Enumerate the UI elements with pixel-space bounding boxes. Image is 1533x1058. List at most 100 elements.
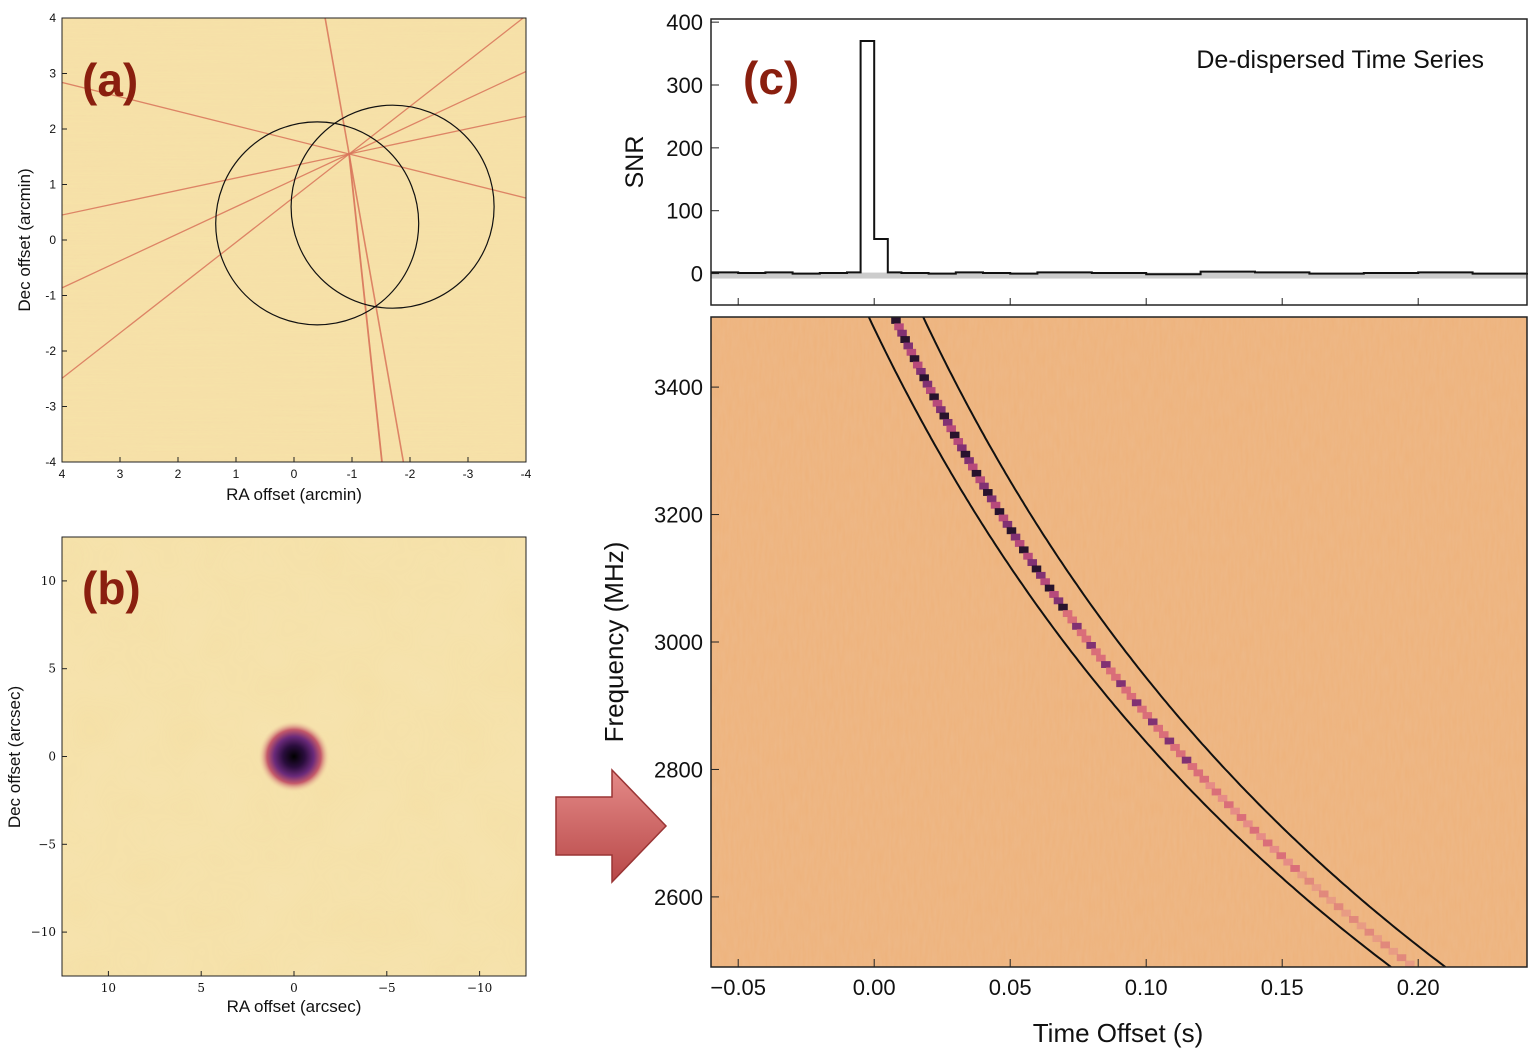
panel-c-bottom-y-tick-label: 3200 bbox=[654, 503, 703, 528]
panel-b-x-tick-label: 10 bbox=[101, 981, 116, 995]
panel-c-pulse-cell bbox=[1053, 597, 1064, 605]
panel-c-pulse-cell bbox=[971, 469, 982, 477]
panel-a-y-tick-label: -1 bbox=[45, 289, 56, 303]
panel-a-texture bbox=[62, 18, 526, 462]
panel-c-pulse-cell bbox=[1356, 922, 1367, 930]
panel-c-pulse-cell bbox=[916, 367, 926, 375]
panel-c-pulse-cell bbox=[1031, 565, 1042, 573]
panel-a-streak bbox=[348, 153, 383, 462]
panel-c-pulse-cell bbox=[1131, 699, 1142, 707]
panel-c-pulse-cell bbox=[925, 387, 936, 394]
arrow-right-icon bbox=[555, 768, 668, 884]
panel-c-pulse-cell bbox=[1076, 629, 1087, 637]
panel-a-y-ticks: 4 3 2 1 0 -1 -2 -3 -4 bbox=[45, 11, 67, 469]
panel-a-streak-lines bbox=[62, 18, 526, 462]
panel-b-y-tick-label: 10 bbox=[41, 574, 56, 588]
panel-c-pulse-cell bbox=[1002, 520, 1013, 528]
panel-c-snr-line bbox=[711, 40, 1528, 276]
panel-a-y-tick-label: -4 bbox=[45, 455, 56, 469]
panel-c-bottom-y-ticks: 3400 3200 3000 2800 2600 bbox=[654, 375, 719, 910]
panel-c-pulse-cell bbox=[1170, 743, 1180, 751]
panel-a-interferometric-map: 4 3 2 1 0 -1 -2 -3 -4 4 3 2 1 0 -1 -2 -3 -4 RA offset (a… bbox=[15, 11, 532, 504]
panel-c-pulse-cell bbox=[1096, 654, 1106, 662]
panel-a-y-tick-label: -3 bbox=[45, 400, 56, 414]
panel-a-beam-circle bbox=[215, 121, 420, 326]
panel-c-pulse-cell bbox=[891, 317, 901, 324]
panel-b-label: (b) bbox=[82, 562, 141, 614]
panel-c-pulse-cell bbox=[1297, 871, 1307, 879]
panel-a-y-tick-label: -2 bbox=[45, 344, 56, 358]
panel-a-x-tick-label: -1 bbox=[347, 467, 358, 481]
panel-a-y-tick-label: 1 bbox=[49, 178, 56, 192]
panel-c-pulse-cell bbox=[919, 374, 929, 382]
panel-c-pulse-cell bbox=[1304, 877, 1315, 885]
panel-c-top-y-tick-label: 100 bbox=[666, 199, 703, 224]
panel-b-source-blob bbox=[258, 720, 330, 793]
panel-c-pulse-cell bbox=[1283, 858, 1293, 866]
panel-c-pulse-cell bbox=[1236, 814, 1247, 821]
panel-c-pulse-cell bbox=[1380, 941, 1390, 949]
panel-c-top-y-tick-label: 300 bbox=[666, 73, 703, 98]
panel-a-beam-circles bbox=[215, 104, 495, 326]
panel-c-pulse-cell bbox=[942, 418, 953, 426]
panel-c-dispersed-pulse bbox=[891, 317, 1415, 967]
panel-c-pulse-cell bbox=[1326, 896, 1336, 904]
panel-c-pulse-cell bbox=[1106, 667, 1116, 675]
panel-c-pulse-cell bbox=[1014, 540, 1025, 547]
panel-c-dispersion-curve bbox=[867, 317, 1392, 967]
panel-b-y-ticks: 10 5 0 −5 −10 bbox=[31, 574, 67, 939]
panel-c-pulse-cell bbox=[912, 361, 923, 369]
panel-c-pulse-cell bbox=[1049, 591, 1059, 598]
panel-c-bottom-x-tick-label: 0.00 bbox=[853, 975, 896, 1000]
panel-c-pulse-cell bbox=[1230, 807, 1240, 815]
panel-c-top-y-tick-label: 200 bbox=[666, 136, 703, 161]
panel-c-pulse-cell bbox=[998, 514, 1009, 522]
panel-c-pulse-cell bbox=[957, 444, 967, 452]
panel-c-pulse-cell bbox=[960, 450, 971, 458]
panel-a-streak bbox=[324, 18, 405, 462]
panel-b-x-tick-label: 0 bbox=[290, 981, 298, 995]
panel-c-top-frame bbox=[710, 18, 1528, 306]
panel-c-pulse-cell bbox=[900, 336, 910, 343]
panel-c-pulse-cell bbox=[1364, 928, 1375, 936]
panel-c-pulse-cell bbox=[906, 348, 917, 356]
panel-c-pulse-cell bbox=[1027, 559, 1037, 567]
panel-b-y-tick-label: −10 bbox=[31, 925, 56, 939]
panel-c-top-ylabel: SNR bbox=[621, 136, 649, 189]
panel-c-pulse-cell bbox=[1205, 782, 1216, 790]
panel-c-pulse-cell bbox=[1159, 731, 1169, 739]
panel-c-pulse-cell bbox=[1040, 578, 1050, 586]
panel-c-pulse-cell bbox=[922, 380, 933, 388]
panel-c-pulse-cell bbox=[1019, 546, 1029, 554]
panel-b-y-tick-label: 0 bbox=[48, 750, 56, 764]
panel-c-pulse-cell bbox=[964, 457, 974, 465]
panel-b-zoom-map: 10 5 0 −5 −10 10 5 0 −5 −10 RA offset (arcsec) D… bbox=[5, 536, 527, 1016]
panel-c-pulse-cell bbox=[1217, 794, 1228, 802]
panel-c-pulse-cell bbox=[1111, 673, 1121, 681]
panel-b-y-tick-label: 5 bbox=[48, 662, 56, 676]
panel-b-x-tick-label: 5 bbox=[197, 981, 205, 995]
panel-c-pulse-cell bbox=[1072, 622, 1082, 630]
panel-c-pulse-cell bbox=[1372, 935, 1382, 943]
panel-c-pulse-cell bbox=[946, 425, 956, 433]
panel-c-pulse-cell bbox=[894, 323, 904, 331]
panel-c-pulse-cell bbox=[1101, 661, 1111, 668]
panel-c-pulse-cell bbox=[903, 342, 913, 350]
panel-c-pulse-cell bbox=[936, 406, 946, 414]
panel-c-pulse-cell bbox=[1187, 763, 1198, 770]
panel-c-pulse-cell bbox=[986, 495, 997, 503]
panel-c-pulse-cell bbox=[1067, 616, 1077, 624]
panel-c-pulse-cell bbox=[979, 482, 989, 490]
panel-a-x-tick-label: 3 bbox=[117, 467, 124, 481]
panel-a-x-tick-label: 0 bbox=[291, 467, 298, 481]
panel-c-pulse-cell bbox=[909, 355, 920, 363]
panel-c-pulse-cell bbox=[1153, 724, 1163, 732]
panel-c-pulse-cell bbox=[1224, 801, 1234, 809]
panel-c-pulse-cell bbox=[1137, 705, 1147, 713]
panel-c-pulse-cell bbox=[1044, 584, 1055, 592]
panel-c-bottom-ylabel: Frequency (MHz) bbox=[599, 542, 629, 743]
panel-c-pulse-cell bbox=[994, 508, 1005, 516]
panel-c-dispersion-curve bbox=[922, 317, 1447, 967]
panel-b-ylabel: Dec offset (arcsec) bbox=[5, 686, 24, 828]
